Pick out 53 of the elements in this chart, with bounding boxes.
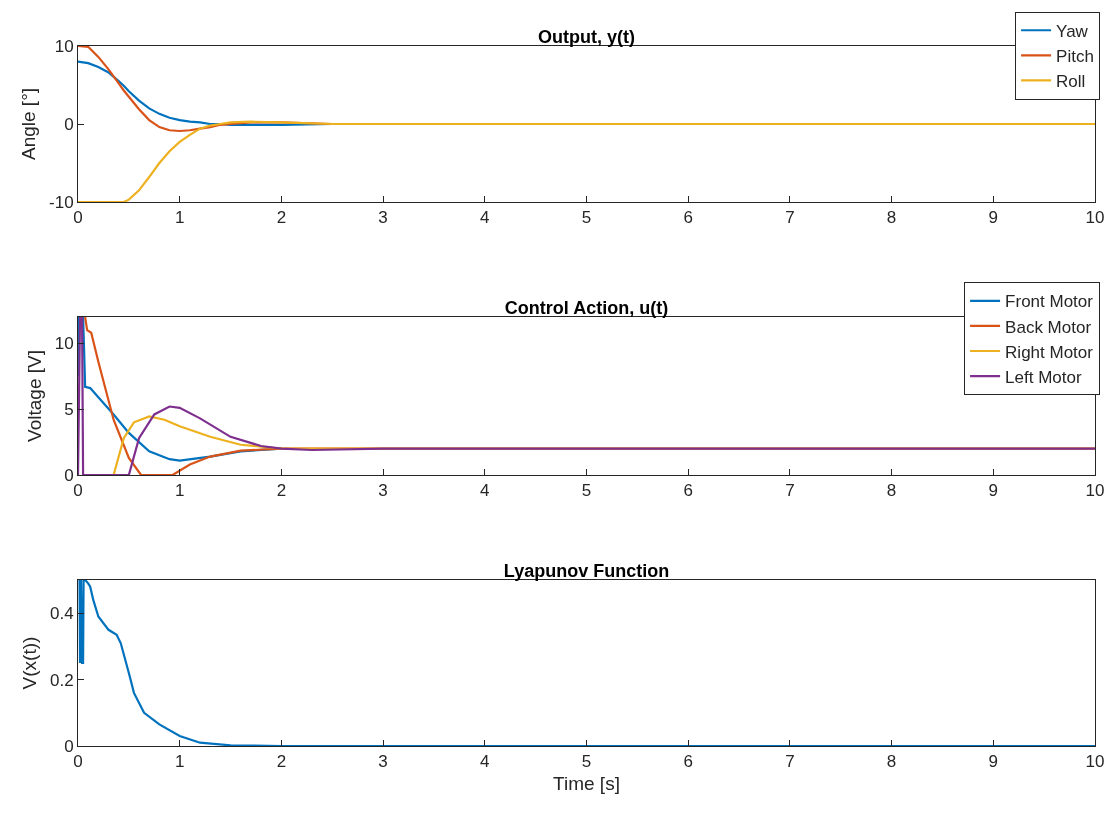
x-tick-label: 1 [174,481,185,501]
x-tick-label: 5 [581,208,592,228]
x-tick-label: 9 [988,752,999,772]
y-tick-label: -10 [49,192,74,212]
y-tick-label: 5 [64,400,74,420]
x-tick-label: 9 [988,208,999,228]
x-tick-label: 4 [480,208,490,228]
x-tick-label: 10 [1085,752,1105,772]
x-tick-label: 5 [581,752,592,772]
x-tick-label: 7 [785,208,795,228]
x-tick-label: 3 [378,208,388,228]
x-tick-label: 4 [480,481,490,501]
x-tick-label: 2 [276,208,287,228]
x-tick-label: 7 [785,752,795,772]
x-tick-label: 10 [1085,481,1105,501]
x-tick-label: 8 [886,208,897,228]
chart-title: Lyapunov Function [503,561,670,581]
x-tick-label: 3 [378,752,388,772]
chart-title: Control Action, u(t) [504,298,669,318]
legend-label: Roll [1056,72,1086,92]
x-tick-label: 1 [174,752,185,772]
legend-label: Pitch [1056,46,1094,66]
x-tick-label: 2 [276,481,287,501]
x-tick-label: 6 [683,481,693,501]
y-tick-label: 10 [54,334,74,354]
y-tick-label: 0 [64,736,74,756]
y-tick-label: 0 [64,465,74,485]
x-tick-label: 10 [1085,208,1105,228]
x-tick-label: 7 [785,481,795,501]
y-axis-title: Angle [°] [17,87,39,161]
y-tick-label: 0.4 [49,604,74,624]
y-axis-title: V(x(t)) [18,636,40,690]
x-tick-label: 6 [683,208,693,228]
x-tick-label: 5 [581,481,592,501]
x-tick-label: 9 [988,481,999,501]
x-tick-label: 2 [276,752,287,772]
legend-label: Yaw [1056,21,1089,41]
legend-label: Back Motor [1005,317,1092,337]
y-tick-label: 0 [64,114,74,134]
x-tick-label: 8 [886,481,897,501]
y-axis-title: Voltage [V] [23,350,45,442]
legend-label: Right Motor [1005,342,1094,362]
x-tick-label: 3 [378,481,388,501]
chart-title: Output, y(t) [538,27,635,47]
x-tick-label: 1 [174,208,185,228]
legend-label: Front Motor [1005,292,1094,312]
y-tick-label: 0.2 [49,670,74,690]
x-axis-title: Time [s] [553,773,620,795]
x-tick-label: 4 [480,752,490,772]
y-tick-label: 10 [54,36,74,56]
x-tick-label: 6 [683,752,693,772]
legend-label: Left Motor [1005,367,1082,387]
x-tick-label: 8 [886,752,897,772]
